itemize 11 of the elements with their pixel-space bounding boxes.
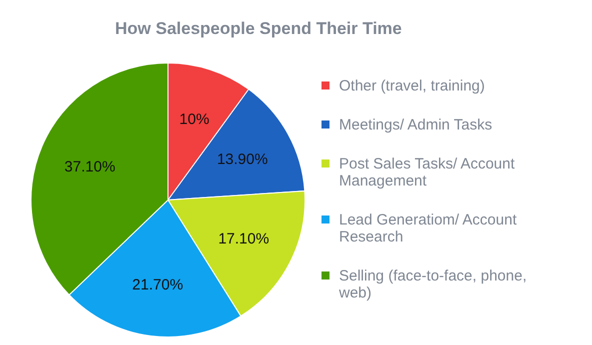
data-label: 13.90%: [216, 151, 268, 168]
data-label: 17.10%: [218, 230, 270, 248]
data-label: 10%: [179, 111, 210, 128]
data-label: 21.70%: [132, 276, 184, 294]
chart-title: How Salespeople Spend Their Time: [115, 19, 402, 38]
legend-label: Meetings/ Admin Tasks: [339, 116, 492, 134]
legend-label: Selling (face-to-face, phone, web): [338, 268, 527, 302]
legend-label: Other (travel, training): [339, 78, 485, 94]
data-label: 37.10%: [64, 158, 116, 176]
legend-label: Post Sales Tasks/ Account Management: [339, 156, 516, 190]
legend-label: Lead Generatiom/ Account Research: [339, 212, 518, 246]
